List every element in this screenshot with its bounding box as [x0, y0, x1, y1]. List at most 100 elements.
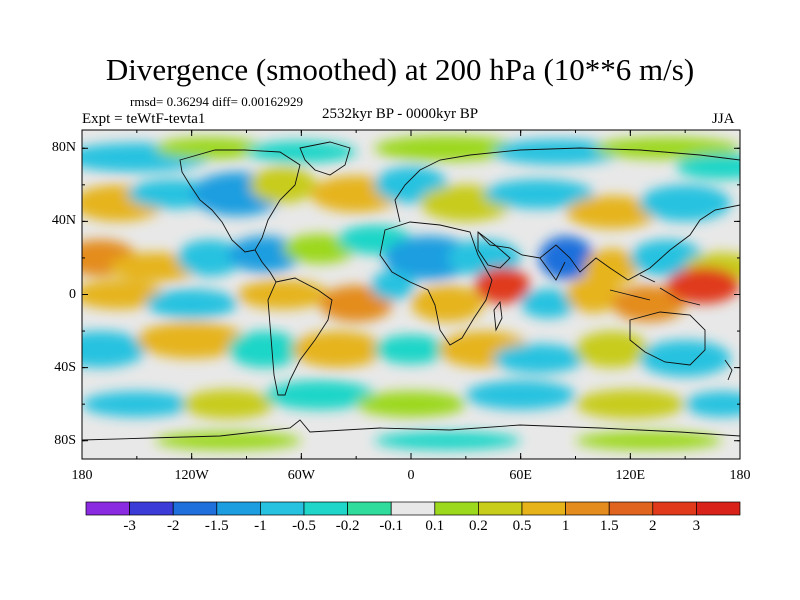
contour-blob [666, 267, 740, 304]
period-label: 2532kyr BP - 0000kyr BP [322, 106, 479, 122]
contour-blob [447, 239, 521, 277]
contour-blob [584, 248, 640, 286]
madagascar-coast [493, 300, 503, 332]
colorbar-swatch [85, 501, 130, 516]
colorbar-label: 1 [561, 518, 570, 534]
colorbar-label: -0.1 [379, 518, 404, 534]
contour-blob [177, 239, 243, 277]
latitude-label: 80S [54, 432, 76, 448]
contour-blob [484, 179, 594, 209]
contour-blob [155, 137, 265, 160]
contour-blob [411, 285, 485, 322]
contour-blob [474, 267, 530, 304]
contour-blob [566, 276, 622, 313]
antarctica-coast [82, 419, 740, 441]
contour-blob [136, 321, 247, 359]
contour-blob [639, 184, 731, 222]
contour-blob [575, 331, 649, 368]
colorbar-swatch [390, 501, 436, 516]
longitude-label: 60W [287, 468, 315, 483]
field-layer [82, 130, 740, 459]
contour-blob [575, 389, 686, 419]
latitude-label: 0 [69, 286, 76, 302]
contour-blob [639, 340, 731, 377]
season-label: JJA [712, 111, 735, 127]
north-america-coast [179, 149, 301, 253]
colorbar-label: -0.5 [292, 518, 316, 534]
africa-coast [379, 221, 493, 346]
contour-blob [493, 343, 585, 374]
longitude-label: 0 [407, 468, 415, 483]
contour-blob [82, 279, 165, 310]
colorbar [85, 501, 741, 516]
contour-blob [685, 391, 740, 417]
divergence-contours [82, 135, 740, 450]
contour-blob [145, 289, 238, 319]
colorbar-swatch [216, 501, 261, 516]
colorbar-swatch [521, 501, 566, 516]
contour-blob [370, 270, 415, 300]
arabia-coast [477, 231, 511, 269]
contour-blob [566, 195, 658, 229]
stats-line: rmsd= 0.36294 diff= 0.00162929 [130, 94, 303, 109]
contour-blob [575, 431, 722, 450]
contour-blob [593, 137, 740, 160]
colorbar-swatch [652, 501, 697, 516]
greenland-coast [299, 141, 351, 176]
colorbar-swatch [608, 501, 654, 516]
contour-blob [182, 389, 274, 419]
experiment-label: Expt = teWtF-tevta1 [82, 111, 206, 127]
contour-blob [264, 380, 375, 410]
contour-blob [465, 380, 576, 410]
colorbar-label: -3 [123, 518, 136, 534]
colorbar-swatch [434, 501, 479, 516]
colorbar-swatch [565, 501, 610, 516]
longitude-label: 60E [509, 468, 532, 483]
colorbar-swatch [478, 501, 523, 516]
contour-blob [319, 285, 393, 322]
contour-blob [374, 334, 448, 364]
colorbar-label: 0.5 [512, 518, 532, 534]
contour-blob [82, 391, 192, 417]
contour-blob [520, 289, 576, 319]
contour-blob [538, 236, 594, 280]
australia-coast [629, 311, 706, 366]
axis-ticks [81, 130, 741, 459]
latitude-label: 40N [51, 213, 76, 229]
contour-blob [356, 391, 466, 417]
contour-blob [250, 166, 316, 204]
india-coast [539, 257, 566, 281]
contour-blob [374, 135, 521, 162]
contour-blob [283, 234, 357, 264]
contour-blob [292, 331, 384, 368]
central-america-coast [254, 249, 277, 283]
contour-blob [228, 236, 302, 273]
colorbar-label: 1.5 [599, 518, 619, 534]
colorbar-label: -1.5 [204, 518, 229, 534]
maritime-continent-coast [609, 274, 701, 306]
colorbar-label: 2 [649, 518, 657, 534]
latitude-label: 80N [51, 140, 76, 156]
longitude-label: 180 [729, 468, 751, 483]
contour-blob [493, 139, 622, 165]
contour-blob [155, 431, 302, 450]
longitude-label: 180 [71, 468, 93, 483]
coastlines [82, 141, 740, 441]
south-america-coast [267, 277, 333, 396]
colorbar-swatch [129, 501, 174, 516]
colorbar-swatch [172, 501, 218, 516]
contour-blob [228, 331, 302, 368]
colorbar-label: -2 [166, 518, 180, 534]
contour-blob [383, 236, 475, 280]
contour-blob [374, 431, 521, 450]
colorbar-label: 0.2 [469, 518, 488, 534]
colorbar-swatch [696, 501, 741, 516]
colorbar-swatch [347, 501, 392, 516]
longitude-label: 120W [174, 468, 209, 483]
new-zealand-coast [724, 359, 733, 381]
colorbar-label: -0.2 [335, 518, 360, 534]
chart-title: Divergence (smoothed) at 200 hPa (10**6 … [105, 52, 695, 87]
colorbar-label: 3 [692, 518, 701, 534]
eurasia-coast [394, 147, 740, 281]
